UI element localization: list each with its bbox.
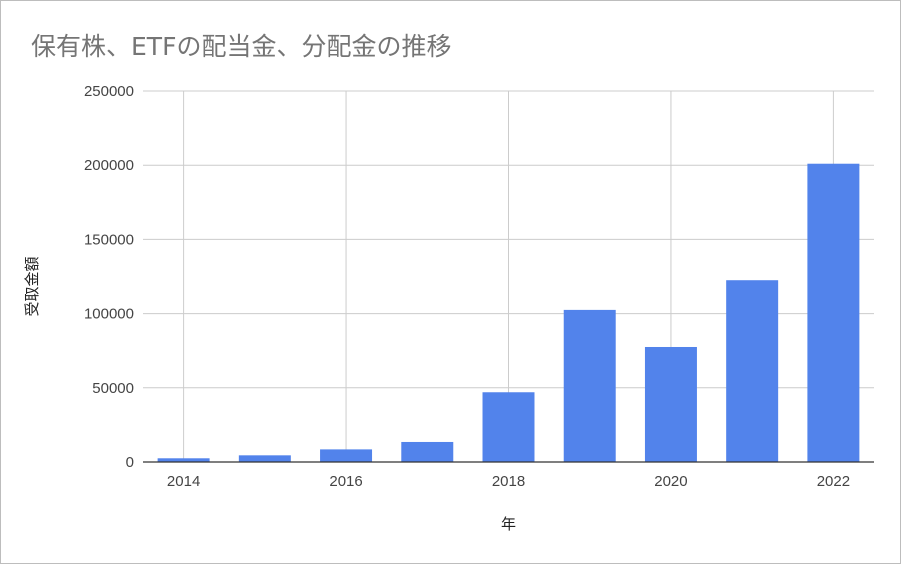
y-axis-title: 受取金額 (23, 256, 41, 316)
bars (157, 163, 860, 462)
bar-2017 (401, 441, 454, 462)
bar-2018 (482, 392, 535, 462)
y-tick-label: 0 (126, 454, 134, 471)
y-tick-label: 100000 (84, 306, 134, 323)
bar-2022 (807, 163, 860, 462)
x-tick-label: 2016 (329, 473, 362, 490)
bar-2016 (320, 449, 373, 462)
y-axis-ticks: 0 50000 100000 150000 200000 250000 (84, 83, 134, 471)
x-axis-ticks: 2014 2016 2018 2020 2022 (167, 473, 850, 490)
y-tick-label: 200000 (84, 157, 134, 174)
x-tick-label: 2014 (167, 473, 200, 490)
bar-2019 (563, 309, 616, 462)
bar-2021 (726, 280, 779, 462)
x-tick-label: 2018 (492, 473, 525, 490)
x-tick-label: 2020 (654, 473, 687, 490)
chart-title: 保有株、ETFの配当金、分配金の推移 (31, 32, 452, 61)
x-tick-label: 2022 (817, 473, 850, 490)
y-tick-label: 50000 (92, 380, 134, 397)
y-tick-label: 250000 (84, 83, 134, 100)
bar-2020 (644, 346, 697, 462)
y-tick-label: 150000 (84, 231, 134, 248)
x-axis-title: 年 (501, 515, 516, 533)
bar-2014 (157, 458, 210, 462)
bar-2015 (238, 455, 291, 462)
